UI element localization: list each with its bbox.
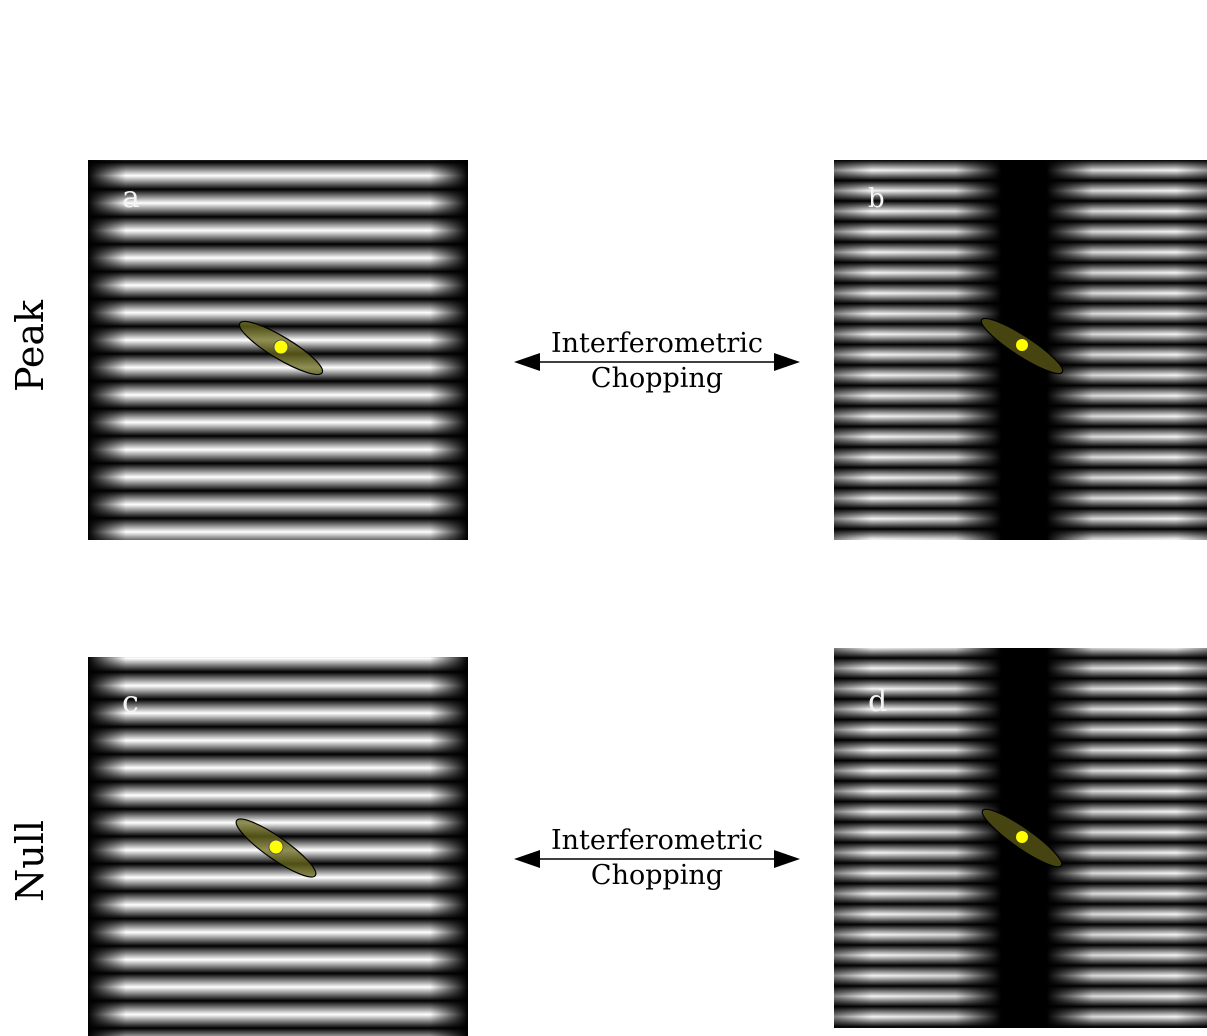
double-arrow-icon: [514, 353, 800, 371]
chopping-label-line1: Interferometric: [550, 328, 764, 359]
panel-c-null-fringes: c: [88, 657, 468, 1036]
panel-letter-b: b: [868, 184, 885, 214]
fringe-pattern-b: [834, 160, 1207, 540]
source-point: [1016, 339, 1028, 351]
panel-letter-c: c: [122, 685, 139, 720]
chopping-label-line1: Interferometric: [550, 825, 764, 856]
panel-b-peak-chopped-fringes: b: [834, 160, 1207, 540]
panel-d-null-chopped-fringes: d: [834, 648, 1207, 1028]
row-label-peak: Peak: [8, 299, 52, 392]
fringe-pattern-c: [88, 657, 468, 1036]
panel-letter-a: a: [122, 180, 140, 215]
row-label-null: Null: [8, 819, 52, 902]
chopping-arrow-bottom: Interferometric Chopping: [512, 822, 802, 902]
fringe-pattern-d: [834, 648, 1207, 1028]
fringe-pattern-a: [88, 160, 468, 540]
double-arrow-icon: [514, 850, 800, 868]
source-point: [273, 339, 289, 355]
source-point: [1016, 831, 1028, 843]
panel-letter-d: d: [868, 684, 888, 719]
chopping-label-line2: Chopping: [590, 363, 724, 394]
source-point: [268, 839, 284, 855]
panel-a-peak-fringes: a: [88, 160, 468, 540]
chopping-label-line2: Chopping: [590, 860, 724, 891]
chopping-arrow-top: Interferometric Chopping: [512, 325, 802, 405]
